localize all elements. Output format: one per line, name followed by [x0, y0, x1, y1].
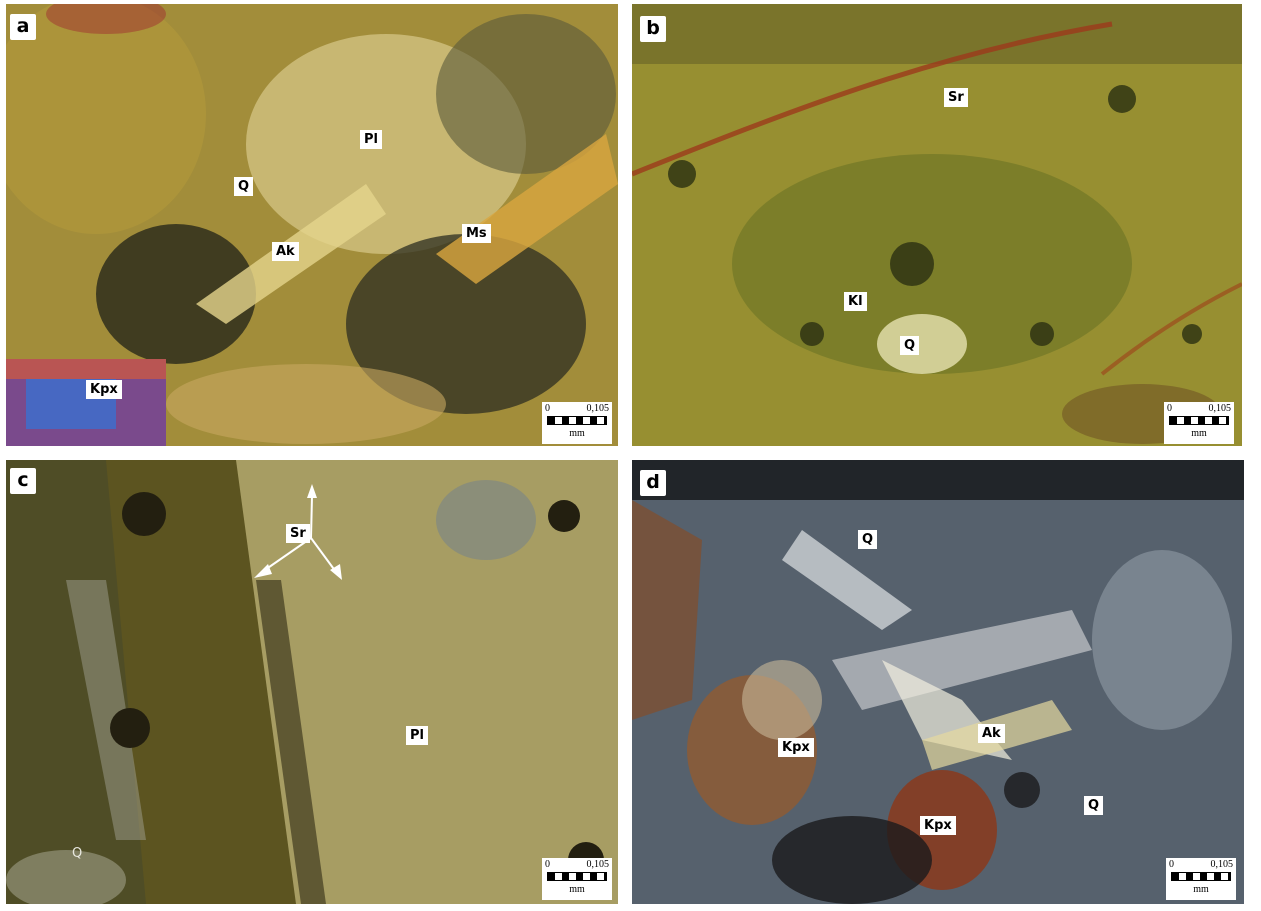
panel-letter-c: c: [10, 468, 36, 494]
mineral-label-ms: Ms: [462, 224, 491, 243]
micrograph-image-c: [6, 460, 618, 904]
mineral-label-ak: Ak: [272, 242, 299, 261]
scale-bar-graphic: [547, 416, 607, 425]
micrograph-panel-a: a Pl Q Ak Ms Kpx 0 0,105 mm: [6, 4, 618, 446]
panel-letter-d: d: [640, 470, 666, 496]
scale-value: 0,105: [586, 403, 610, 414]
micrograph-panel-c: c Sr Pl Q 0 0,105 mm: [6, 460, 618, 904]
panel-letter-a: a: [10, 14, 36, 40]
micrograph-image-a: [6, 4, 618, 446]
scale-bar-graphic: [1169, 416, 1229, 425]
scale-value: 0,105: [1208, 403, 1232, 414]
scale-zero: 0: [545, 859, 550, 870]
scale-unit: mm: [1193, 884, 1209, 895]
scale-bar-c: 0 0,105 mm: [542, 858, 612, 900]
mineral-label-sr: Sr: [286, 524, 310, 543]
mineral-label-q: Q: [900, 336, 920, 355]
scale-value: 0,105: [586, 859, 610, 870]
mineral-label-kpx: Kpx: [86, 380, 122, 399]
scale-bar-graphic: [547, 872, 607, 881]
micrograph-panel-d: d Q Kpx Ak Kpx Q 0 0,105 mm: [632, 460, 1244, 904]
mineral-label-kpx: Kpx: [920, 816, 956, 835]
mineral-label-kpx: Kpx: [778, 738, 814, 757]
panel-letter-b: b: [640, 16, 666, 42]
scale-zero: 0: [1167, 403, 1172, 414]
scale-unit: mm: [1191, 428, 1207, 439]
mineral-label-q: Q: [1084, 796, 1104, 815]
scale-bar-b: 0 0,105 mm: [1164, 402, 1234, 444]
mineral-label-sr: Sr: [944, 88, 968, 107]
mineral-label-q: Q: [234, 177, 254, 196]
scale-unit: mm: [569, 884, 585, 895]
scale-zero: 0: [545, 403, 550, 414]
mineral-label-q: Q: [72, 846, 83, 861]
mineral-label-q: Q: [858, 530, 878, 549]
scale-value: 0,105: [1210, 859, 1234, 870]
scale-zero: 0: [1169, 859, 1174, 870]
micrograph-image-b: [632, 4, 1242, 446]
scale-bar-a: 0 0,105 mm: [542, 402, 612, 444]
mineral-label-ak: Ak: [978, 724, 1005, 743]
mineral-label-kl: Kl: [844, 292, 867, 311]
scale-bar-graphic: [1171, 872, 1231, 881]
micrograph-image-d: [632, 460, 1244, 904]
mineral-label-pl: Pl: [360, 130, 382, 149]
micrograph-panel-b: b Sr Kl Q 0 0,105 mm: [632, 4, 1242, 446]
scale-bar-d: 0 0,105 mm: [1166, 858, 1236, 900]
scale-unit: mm: [569, 428, 585, 439]
mineral-label-pl: Pl: [406, 726, 428, 745]
